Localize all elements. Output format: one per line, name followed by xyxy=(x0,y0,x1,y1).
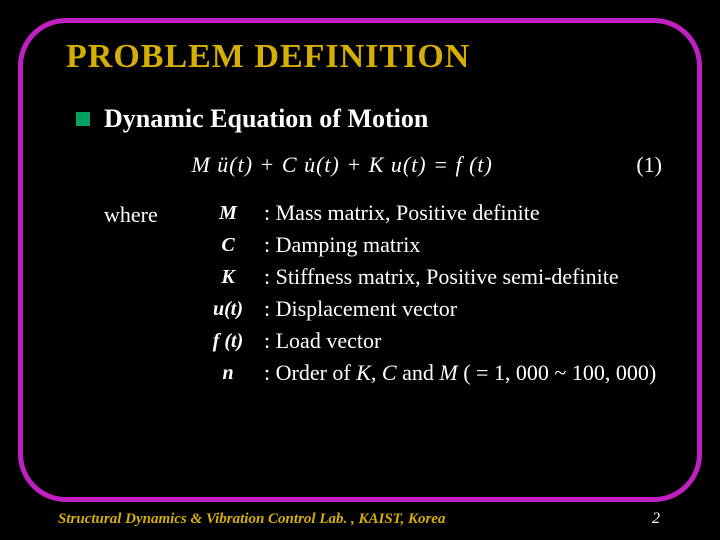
page-number: 2 xyxy=(652,510,660,528)
def-symbol: f (t) xyxy=(200,330,256,353)
equation-display: M ü(t) + C u̇(t) + K u(t) = f (t) xyxy=(48,152,636,178)
def-description: : Load vector xyxy=(264,328,656,354)
footer-text: Structural Dynamics & Vibration Control … xyxy=(58,511,445,528)
bullet-square-icon xyxy=(76,112,90,126)
def-description: : Damping matrix xyxy=(264,232,656,258)
equation-row: M ü(t) + C u̇(t) + K u(t) = f (t) (1) xyxy=(48,152,662,178)
bullet-text: Dynamic Equation of Motion xyxy=(104,104,428,134)
def-description: : Displacement vector xyxy=(264,296,656,322)
definitions-grid: M : Mass matrix, Positive definite C : Damp… xyxy=(200,200,656,386)
def-symbol: C xyxy=(200,234,256,257)
where-block: where M : Mass matrix, Positive definite C… xyxy=(104,200,690,386)
slide-title: PROBLEM DEFINITION xyxy=(66,38,690,76)
def-symbol: u(t) xyxy=(200,298,256,321)
def-symbol: M xyxy=(200,202,256,225)
slide-content: PROBLEM DEFINITION Dynamic Equation of M… xyxy=(48,38,690,492)
def-symbol: K xyxy=(200,266,256,289)
where-label: where xyxy=(104,200,174,386)
bullet-row: Dynamic Equation of Motion xyxy=(76,104,690,134)
def-description: : Order of K, C and M ( = 1, 000 ~ 100, … xyxy=(264,360,656,386)
equation-number: (1) xyxy=(636,152,662,178)
def-description: : Stiffness matrix, Positive semi-defini… xyxy=(264,264,656,290)
def-symbol: n xyxy=(200,362,256,385)
def-description: : Mass matrix, Positive definite xyxy=(264,200,656,226)
